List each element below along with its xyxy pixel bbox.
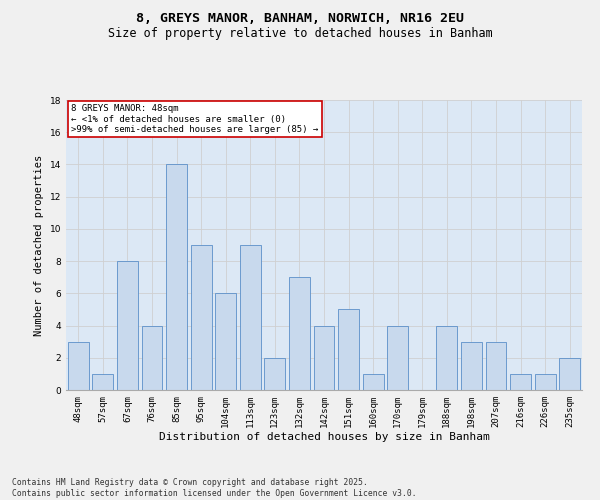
Bar [289, 277, 310, 390]
Bar [535, 374, 556, 390]
Text: 8 GREYS MANOR: 48sqm
← <1% of detached houses are smaller (0)
>99% of semi-detac: 8 GREYS MANOR: 48sqm ← <1% of detached h… [71, 104, 319, 134]
Bar [92, 374, 113, 390]
Text: 8, GREYS MANOR, BANHAM, NORWICH, NR16 2EU: 8, GREYS MANOR, BANHAM, NORWICH, NR16 2E… [136, 12, 464, 26]
Bar [215, 294, 236, 390]
Bar [166, 164, 187, 390]
Y-axis label: Number of detached properties: Number of detached properties [34, 154, 44, 336]
Bar [265, 358, 286, 390]
Bar [117, 261, 138, 390]
Bar [240, 245, 261, 390]
Bar [559, 358, 580, 390]
Bar [68, 342, 89, 390]
Bar [510, 374, 531, 390]
Text: Distribution of detached houses by size in Banham: Distribution of detached houses by size … [158, 432, 490, 442]
Bar [191, 245, 212, 390]
Bar [461, 342, 482, 390]
Bar [387, 326, 408, 390]
Bar [142, 326, 163, 390]
Bar [314, 326, 334, 390]
Bar [362, 374, 383, 390]
Text: Contains HM Land Registry data © Crown copyright and database right 2025.
Contai: Contains HM Land Registry data © Crown c… [12, 478, 416, 498]
Bar [485, 342, 506, 390]
Text: Size of property relative to detached houses in Banham: Size of property relative to detached ho… [107, 28, 493, 40]
Bar [436, 326, 457, 390]
Bar [338, 310, 359, 390]
